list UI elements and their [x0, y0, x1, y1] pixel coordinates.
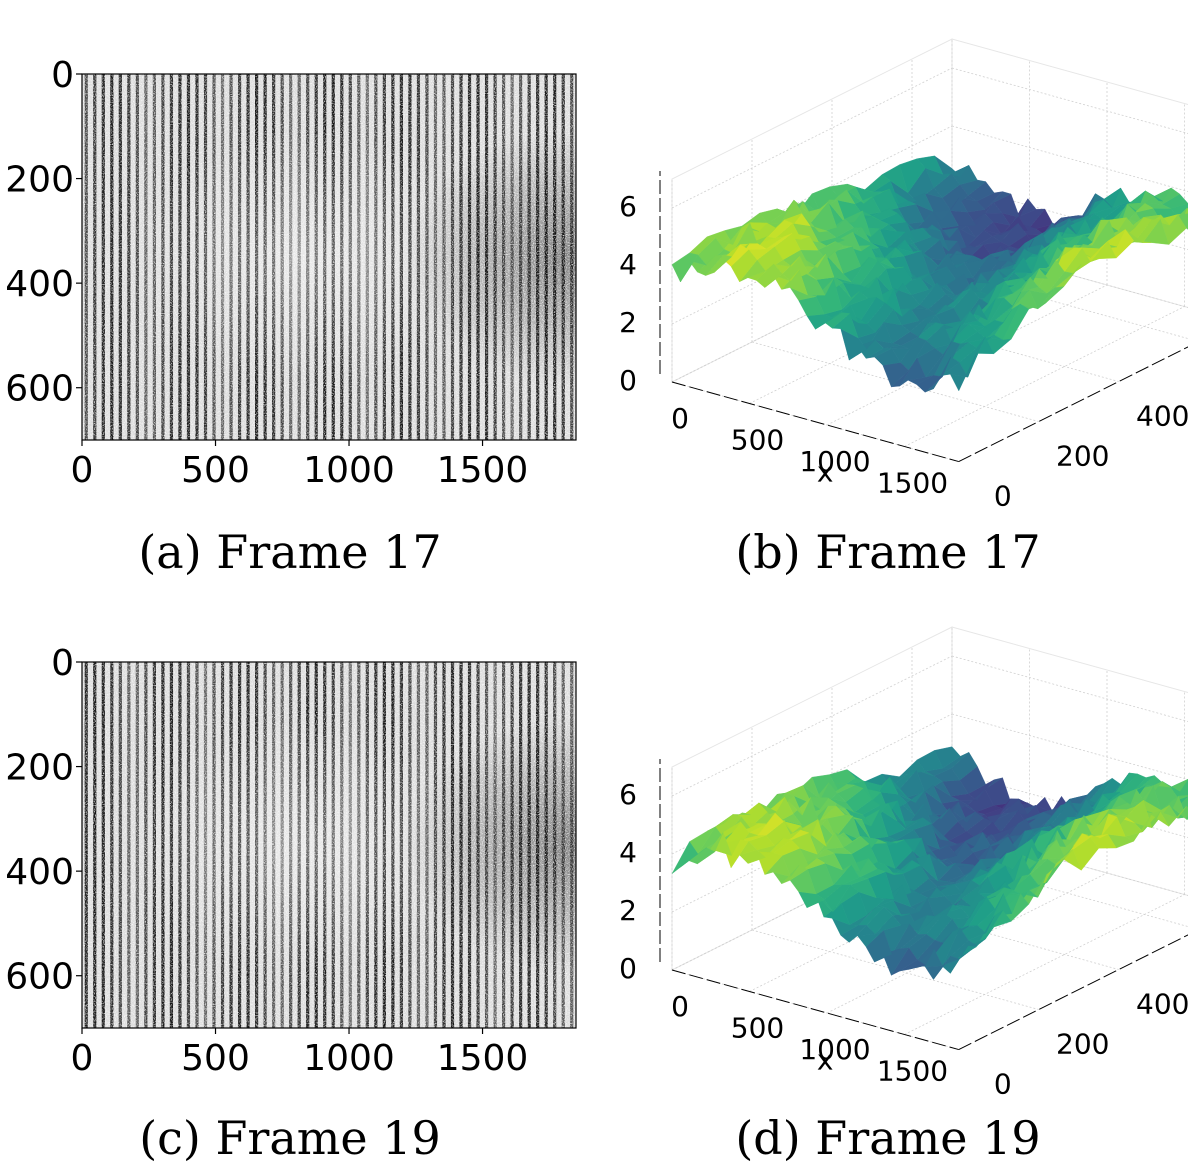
z-tick-label: 0	[619, 952, 637, 985]
y-tick-label: 400	[5, 852, 74, 893]
grid-line	[951, 655, 1188, 722]
z-tick-label: 4	[619, 836, 637, 869]
x-tick-label: 1000	[799, 445, 870, 478]
x-tick-label: 1500	[437, 1038, 529, 1079]
x-axis-label: x	[817, 455, 834, 488]
x-tick-label: 1500	[877, 1055, 948, 1088]
surface-facet	[671, 841, 699, 874]
x-tick-label: 1000	[303, 1038, 395, 1079]
grid-line	[951, 125, 1188, 192]
y-tick-label: 200	[1056, 440, 1109, 473]
y-tick-label: 0	[51, 643, 74, 684]
x-tick-label: 0	[71, 450, 94, 491]
grid-line	[904, 306, 1185, 447]
z-tick-label: 6	[619, 190, 637, 223]
speckle-noise-a	[82, 74, 576, 440]
x-tick-label: 500	[181, 450, 250, 491]
x-tick-label: 0	[71, 1038, 94, 1079]
x-axis-line	[671, 969, 959, 1051]
y-axis-line	[958, 346, 1188, 462]
caption-c: (c) Frame 19	[139, 1111, 441, 1165]
x-tick-label: 0	[671, 990, 689, 1023]
z-tick-label: 4	[619, 248, 637, 281]
z-tick-label: 2	[619, 306, 637, 339]
surface-panel-b: 02460500100015000200400600xy (b) Frame 1…	[619, 38, 1188, 579]
z-tick-label: 0	[619, 364, 637, 397]
grid-line	[671, 655, 953, 797]
surface-plot-b: 02460500100015000200400600xy	[619, 38, 1188, 513]
x-tick-label: 500	[731, 424, 784, 457]
x-tick-label: 500	[181, 1038, 250, 1079]
x-tick-label: 1500	[877, 467, 948, 500]
speckle-noise-c	[82, 662, 576, 1028]
grid-line	[904, 894, 1185, 1035]
x-axis-line	[671, 381, 959, 463]
grid-line	[671, 67, 953, 209]
x-tick-label: 1000	[303, 450, 395, 491]
axis-ticks-a: 0 500 1000 1500 0 200 400 600	[5, 55, 528, 491]
y-axis-line	[958, 934, 1188, 1050]
x-axis-label: x	[817, 1043, 834, 1076]
surface-panel-d: 02460500100015000200400600xy (d) Frame 1…	[619, 626, 1188, 1165]
y-tick-label: 600	[5, 369, 74, 410]
surface-facet	[671, 252, 699, 283]
y-tick-label: 0	[51, 55, 74, 96]
fringe-panel-c: 0 500 1000 1500 0 200 400 600 (c) Frame 19	[5, 643, 577, 1165]
fringe-panel-a: 0 500 1000 1500 0 200 400 600 (a) Frame 17	[5, 55, 577, 579]
axis-ticks-c: 0 500 1000 1500 0 200 400 600	[5, 643, 528, 1079]
x-tick-label: 1500	[437, 450, 529, 491]
x-tick-label: 1000	[799, 1033, 870, 1066]
y-tick-label: 600	[5, 957, 74, 998]
caption-a: (a) Frame 17	[138, 525, 441, 579]
y-tick-label: 200	[5, 160, 74, 201]
grid-line	[951, 67, 1188, 134]
caption-b: (b) Frame 17	[735, 525, 1040, 579]
y-tick-label: 200	[1056, 1028, 1109, 1061]
x-tick-label: 500	[731, 1012, 784, 1045]
surface-plot-d: 02460500100015000200400600xy	[619, 626, 1188, 1101]
caption-d: (d) Frame 19	[735, 1111, 1040, 1165]
z-tick-label: 2	[619, 894, 637, 927]
axes-frame-a	[81, 73, 577, 441]
y-tick-label: 400	[1136, 400, 1188, 433]
y-tick-label: 400	[5, 264, 74, 305]
z-tick-label: 6	[619, 778, 637, 811]
grid-line	[951, 713, 1188, 780]
y-tick-label: 0	[994, 1068, 1012, 1101]
y-tick-label: 400	[1136, 988, 1188, 1021]
x-tick-label: 0	[671, 402, 689, 435]
y-tick-label: 200	[5, 748, 74, 789]
axes-frame-c	[81, 661, 577, 1029]
y-tick-label: 0	[994, 480, 1012, 513]
